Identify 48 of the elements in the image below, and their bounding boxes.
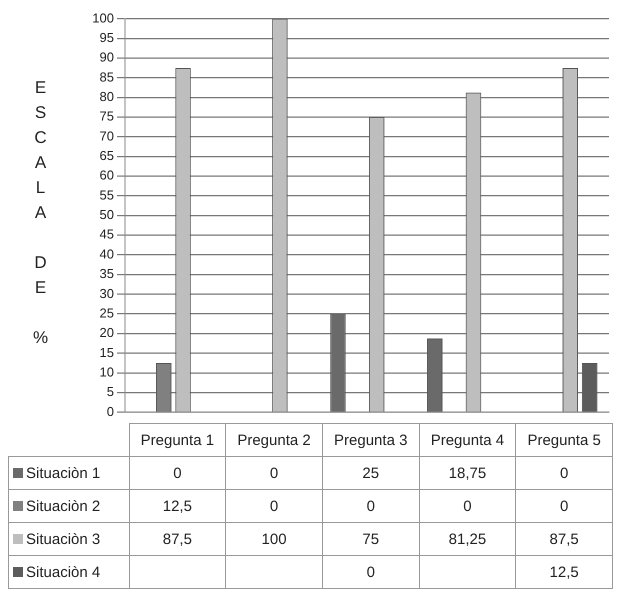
x-tick-label: Pregunta 4	[419, 424, 516, 456]
y-tick-label: 0	[106, 404, 114, 419]
data-label: 75	[322, 522, 420, 556]
y-tick-label: 95	[100, 30, 114, 46]
data-label: 0	[516, 490, 612, 522]
data-label: 87,5	[129, 522, 226, 556]
data-label: 25	[322, 456, 420, 490]
y-tick-label: 40	[100, 246, 114, 262]
y-tick-label: 25	[100, 305, 114, 320]
y-tick-label: 85	[100, 69, 114, 84]
legend-label: Situaciòn 3	[8, 522, 130, 556]
y-tick-label: 90	[100, 50, 114, 65]
legend-label: Situaciòn 2	[8, 490, 130, 522]
x-tick-label: Pregunta 5	[516, 424, 612, 456]
data-label: 12,5	[516, 556, 612, 588]
legend-label: Situaciòn 4	[8, 556, 130, 588]
x-tick-label: Pregunta 2	[226, 424, 322, 456]
y-tick-label: 60	[100, 168, 114, 183]
y-tick-label: 70	[100, 128, 114, 144]
x-tick-label: Pregunta 1	[129, 424, 226, 456]
y-tick-label: 55	[100, 187, 114, 202]
data-label: 0	[226, 456, 322, 490]
y-tick-label: 75	[100, 108, 114, 124]
y-tick-label: 50	[100, 207, 114, 222]
data-label: 18,75	[419, 456, 516, 490]
x-tick-label: Pregunta 3	[322, 424, 420, 456]
y-axis-title: ESCALA DE %	[30, 76, 50, 354]
legend-label: Situaciòn 1	[8, 456, 130, 490]
data-label: 0	[516, 456, 612, 490]
y-tick-label: 15	[100, 344, 114, 360]
data-label: 0	[322, 490, 420, 522]
y-tick-label: 45	[100, 226, 114, 242]
data-label: 81,25	[419, 522, 516, 556]
data-label: 0	[419, 490, 516, 522]
y-tick-label: 80	[100, 89, 114, 104]
y-tick-label: 5	[106, 384, 114, 400]
data-label: 100	[226, 522, 322, 556]
data-label: 0	[226, 490, 322, 522]
data-label: 12,5	[129, 490, 226, 522]
data-label: 0	[129, 456, 226, 490]
y-tick-label: 35	[100, 266, 114, 282]
y-tick-label: 20	[100, 325, 114, 340]
y-tick-label: 65	[100, 148, 114, 164]
y-tick-label: 100	[92, 10, 114, 26]
data-label: 87,5	[516, 522, 612, 556]
y-tick-label: 30	[100, 286, 114, 301]
data-label: 0	[322, 556, 420, 588]
y-tick-label: 10	[100, 364, 114, 380]
